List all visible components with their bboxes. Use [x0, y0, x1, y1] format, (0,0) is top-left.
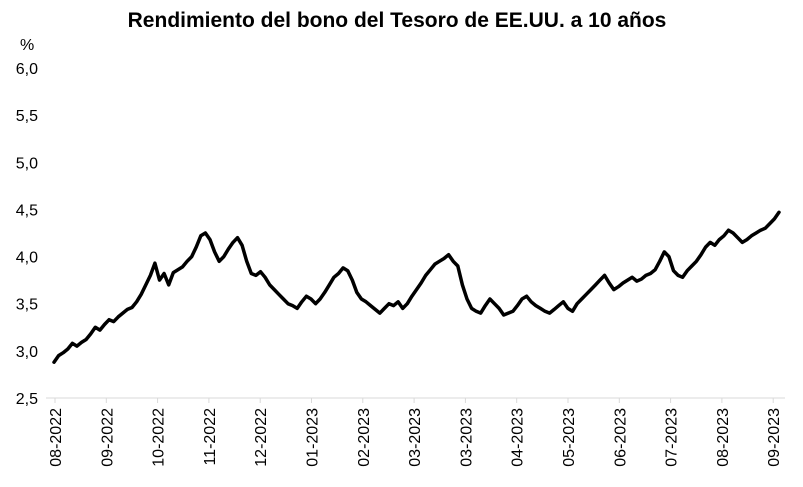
x-tick-label: 06-2023	[612, 408, 629, 467]
x-tick-label: 09-2022	[99, 408, 116, 467]
x-tick-label: 11-2022	[202, 408, 219, 466]
x-tick-marks	[54, 398, 774, 403]
y-tick-label: 3,0	[16, 344, 38, 361]
x-tick-label: 09-2023	[766, 408, 783, 467]
x-tick-label: 04-2023	[510, 408, 527, 467]
y-tick-labels: 2,5 3,0 3,5 4,0 4,5 5,0 5,5 6,0	[16, 61, 38, 408]
x-tick-labels: 08-2022 09-2022 10-2022 11-2022 12-2022 01-20…	[48, 408, 783, 467]
y-tick-label: 5,5	[16, 108, 38, 125]
x-tick-label: 02-2023	[356, 408, 373, 467]
x-tick-label: 10-2022	[151, 408, 168, 467]
y-tick-label: 4,5	[16, 202, 38, 219]
y-tick-label: 3,5	[16, 297, 38, 314]
x-tick-label: 12-2022	[253, 408, 270, 467]
x-tick-label: 08-2023	[715, 408, 732, 467]
chart-title: Rendimiento del bono del Tesoro de EE.UU…	[128, 9, 667, 32]
y-tick-label: 4,0	[16, 250, 38, 267]
x-tick-label: 07-2023	[664, 408, 681, 467]
y-axis-unit-label: %	[20, 37, 34, 54]
x-tick-label: 08-2022	[48, 408, 65, 467]
x-tick-label: 01-2023	[305, 408, 322, 467]
series-line	[52, 210, 781, 364]
series-group	[52, 210, 781, 364]
x-tick-label: 03-2023	[407, 408, 424, 467]
x-tick-label: 03-2023	[458, 408, 475, 467]
y-tick-label: 6,0	[16, 61, 38, 78]
x-tick-label: 05-2023	[561, 408, 578, 467]
y-tick-label: 2,5	[16, 391, 38, 408]
y-tick-label: 5,0	[16, 155, 38, 172]
